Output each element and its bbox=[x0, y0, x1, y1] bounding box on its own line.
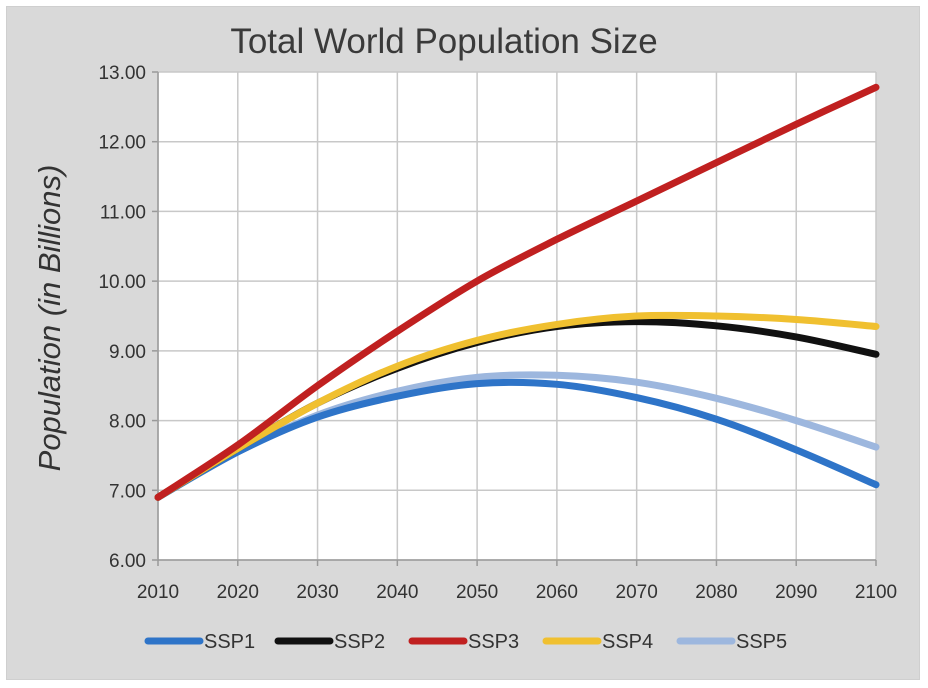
y-tick-label: 6.00 bbox=[109, 551, 146, 572]
y-tick-label: 7.00 bbox=[109, 481, 146, 502]
series-line-ssp4 bbox=[154, 311, 880, 501]
x-tick-label: 2020 bbox=[217, 582, 259, 603]
y-tick-label: 9.00 bbox=[109, 342, 146, 363]
x-tick-label: 2070 bbox=[616, 582, 658, 603]
y-tick-label: 8.00 bbox=[109, 412, 146, 433]
x-tick-label: 2030 bbox=[296, 582, 338, 603]
y-tick-labels: 13.00 12.00 11.00 10.00 9.00 8.00 7.00 6.00 bbox=[98, 63, 146, 572]
legend-label-ssp2: SSP2 bbox=[334, 631, 385, 653]
x-tick-label: 2010 bbox=[137, 582, 179, 603]
x-tick-label: 2040 bbox=[376, 582, 418, 603]
chart-title: Total World Population Size bbox=[230, 22, 658, 61]
legend-label-ssp1: SSP1 bbox=[204, 631, 255, 653]
x-tick-label: 2090 bbox=[775, 582, 817, 603]
legend-label-ssp3: SSP3 bbox=[468, 631, 519, 653]
series-line-ssp3 bbox=[154, 83, 880, 501]
y-tick-label: 13.00 bbox=[98, 63, 146, 84]
x-tick-label: 2060 bbox=[536, 582, 578, 603]
y-tick-label: 10.00 bbox=[98, 272, 146, 293]
x-tick-label: 2050 bbox=[456, 582, 498, 603]
x-tick-labels: 2010 2020 2030 2040 2050 2060 2070 2080 2090 2100 bbox=[137, 582, 897, 603]
y-tick-label: 11.00 bbox=[100, 202, 146, 223]
legend-label-ssp5: SSP5 bbox=[736, 631, 787, 653]
legend: SSP1 SSP2 SSP3 SSP4 SSP5 bbox=[144, 631, 787, 653]
legend-label-ssp4: SSP4 bbox=[602, 631, 653, 653]
y-tick-label: 12.00 bbox=[98, 133, 146, 154]
x-tick-label: 2100 bbox=[855, 582, 897, 603]
series-line-ssp1 bbox=[154, 378, 880, 501]
x-tick-label: 2080 bbox=[695, 582, 737, 603]
series-lines bbox=[154, 83, 880, 501]
